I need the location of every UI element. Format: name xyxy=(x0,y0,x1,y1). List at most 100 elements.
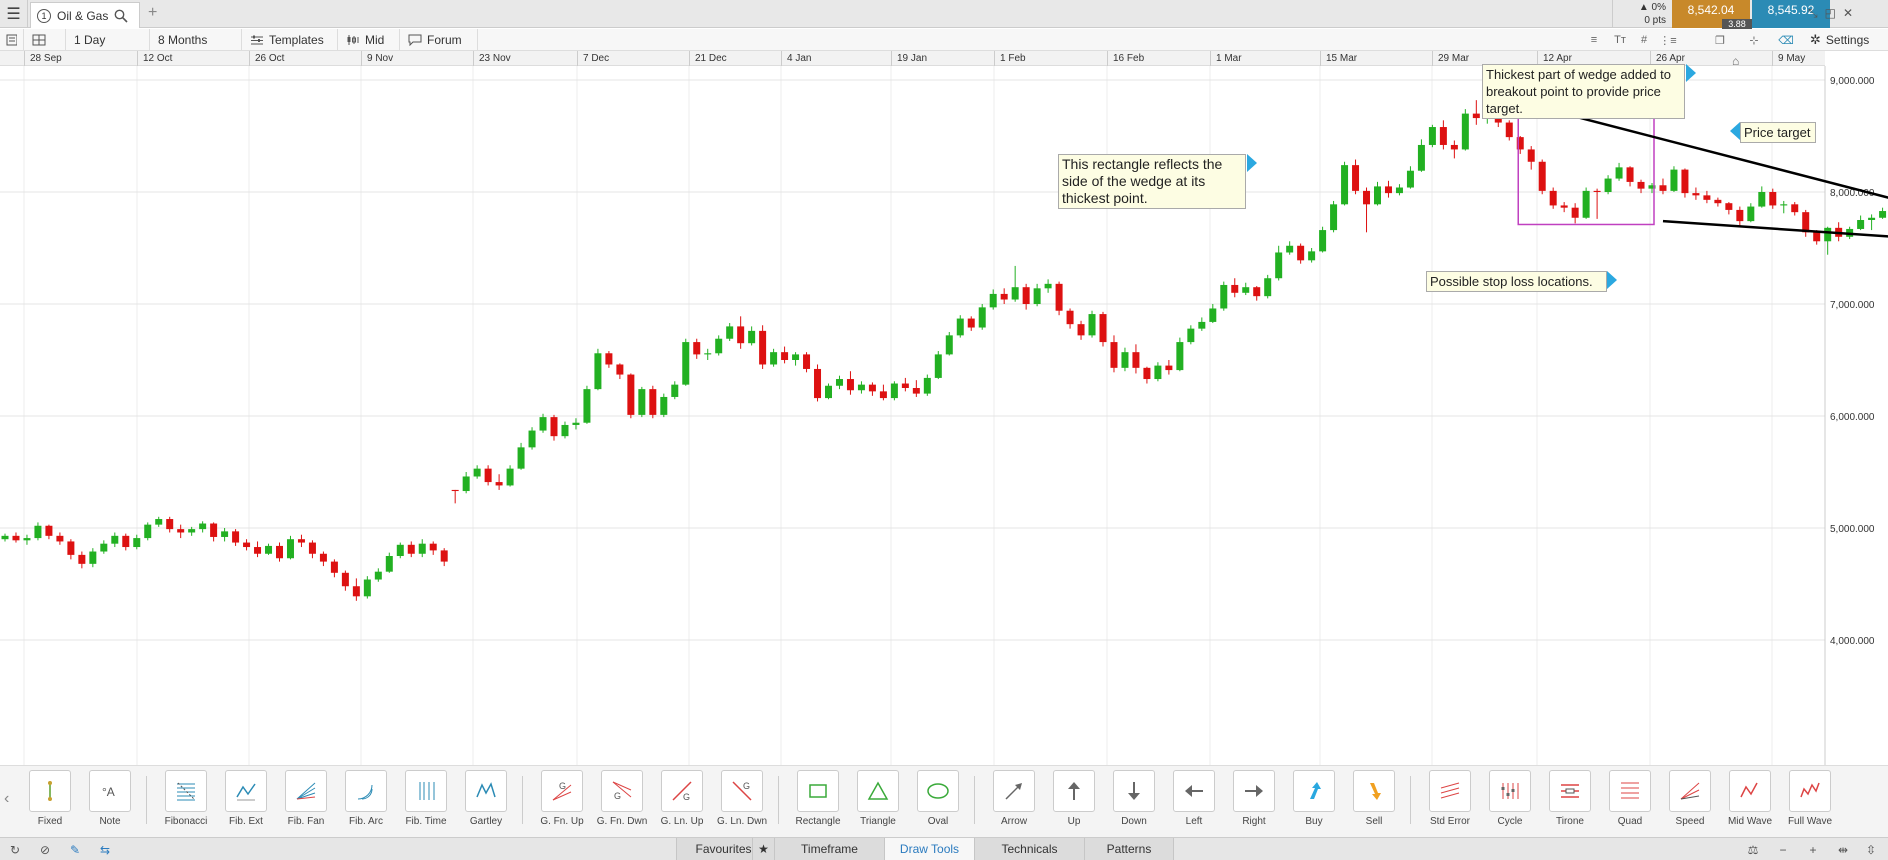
rectangle-note[interactable]: This rectangle reflects the side of the … xyxy=(1058,154,1246,209)
left-arrow-icon[interactable] xyxy=(1173,770,1215,812)
up-arrow-icon[interactable] xyxy=(1053,770,1095,812)
search-icon[interactable] xyxy=(114,9,128,23)
zoom-out-icon[interactable]: − xyxy=(1779,842,1787,857)
wedge-note[interactable]: Thickest part of wedge added to breakout… xyxy=(1482,64,1685,119)
fit-height-icon[interactable]: ⇳ xyxy=(1865,842,1877,857)
price-target-note[interactable]: Price target xyxy=(1740,122,1816,143)
tool-gartley[interactable]: Gartley xyxy=(458,770,514,827)
gann-fan-up-icon[interactable]: G xyxy=(541,770,583,812)
fibonacci-icon[interactable] xyxy=(165,770,207,812)
chart-svg[interactable]: 9,000.000 8,000.000 7,000.000 6,000.000 5,00… xyxy=(0,66,1888,765)
tirone-icon[interactable] xyxy=(1549,770,1591,812)
block-icon[interactable]: ⊘ xyxy=(39,842,51,857)
stop-loss-note[interactable]: Possible stop loss locations. xyxy=(1426,271,1607,292)
quad-icon[interactable] xyxy=(1609,770,1651,812)
hamburger-menu-icon[interactable]: ☰ xyxy=(0,0,28,28)
cycle-icon[interactable] xyxy=(1489,770,1531,812)
std-error-icon[interactable] xyxy=(1429,770,1471,812)
mid-wave-icon[interactable] xyxy=(1729,770,1771,812)
erase-icon[interactable]: ⌫ xyxy=(1778,34,1794,47)
restore-window-icon[interactable]: ⤡ xyxy=(1808,6,1818,20)
tool-cycle[interactable]: Cycle xyxy=(1482,770,1538,827)
tool-fib-time[interactable]: Fib. Time xyxy=(398,770,454,827)
tool-oval[interactable]: Oval xyxy=(910,770,966,827)
triangle-icon[interactable] xyxy=(857,770,899,812)
tool-left[interactable]: Left xyxy=(1166,770,1222,827)
note-icon[interactable]: °A xyxy=(89,770,131,812)
tab-oil-gas[interactable]: 1 Oil & Gas xyxy=(30,2,140,28)
gann-line-up-icon[interactable]: G xyxy=(661,770,703,812)
refresh-icon[interactable]: ↻ xyxy=(9,842,21,857)
arrow-icon[interactable] xyxy=(993,770,1035,812)
price-chart[interactable]: 9,000.000 8,000.000 7,000.000 6,000.000 5,00… xyxy=(0,54,1888,765)
chart-list-icon[interactable] xyxy=(0,29,24,51)
tab-draw-tools[interactable]: Draw Tools xyxy=(884,838,974,860)
fib-time-icon[interactable] xyxy=(405,770,447,812)
fib-ext-icon[interactable] xyxy=(225,770,267,812)
price-type-button[interactable]: Mid xyxy=(338,29,400,51)
buy-icon[interactable] xyxy=(1293,770,1335,812)
windows-icon[interactable]: ❐ xyxy=(1715,34,1725,47)
timeframe-selector[interactable]: 1 Day xyxy=(66,29,150,51)
tool-up[interactable]: Up xyxy=(1046,770,1102,827)
rectangle-icon[interactable] xyxy=(797,770,839,812)
gartley-icon[interactable] xyxy=(465,770,507,812)
tool-full-wave[interactable]: Full Wave xyxy=(1782,770,1838,827)
tool-g-fn-up[interactable]: G G. Fn. Up xyxy=(534,770,590,827)
speed-icon[interactable] xyxy=(1669,770,1711,812)
tool-quad[interactable]: Quad xyxy=(1602,770,1658,827)
forum-button[interactable]: Forum xyxy=(400,29,478,51)
tool-right[interactable]: Right xyxy=(1226,770,1282,827)
tool-fixed[interactable]: Fixed xyxy=(22,770,78,827)
tool-std-error[interactable]: Std Error xyxy=(1422,770,1478,827)
right-arrow-icon[interactable] xyxy=(1233,770,1275,812)
list-icon[interactable]: ≡ xyxy=(1590,34,1598,46)
sell-icon[interactable] xyxy=(1353,770,1395,812)
pencil-icon[interactable]: ✎ xyxy=(69,842,81,857)
tool-fib-fan[interactable]: Fib. Fan xyxy=(278,770,334,827)
tool-g-ln-up[interactable]: G G. Ln. Up xyxy=(654,770,710,827)
fixed-line-icon[interactable] xyxy=(29,770,71,812)
oval-icon[interactable] xyxy=(917,770,959,812)
settings-button[interactable]: ✲ Settings xyxy=(1810,29,1869,51)
tool-g-ln-dwn[interactable]: G G. Ln. Dwn xyxy=(714,770,770,827)
tool-fib-ext[interactable]: Fib. Ext xyxy=(218,770,274,827)
range-selector[interactable]: 8 Months xyxy=(150,29,242,51)
popout-window-icon[interactable]: ◰ xyxy=(1824,6,1836,20)
zoom-in-icon[interactable]: + xyxy=(1809,842,1817,857)
tool-down[interactable]: Down xyxy=(1106,770,1162,827)
tab-technicals[interactable]: Technicals xyxy=(974,838,1084,860)
tab-patterns[interactable]: Patterns xyxy=(1084,838,1174,860)
scale-icon[interactable]: ⚖ xyxy=(1747,842,1759,857)
tool-rectangle[interactable]: Rectangle xyxy=(790,770,846,827)
full-wave-icon[interactable] xyxy=(1789,770,1831,812)
font-size-icon[interactable]: Tт xyxy=(1614,34,1626,46)
home-icon[interactable]: ⌂ xyxy=(1732,54,1740,68)
tool-tirone[interactable]: Tirone xyxy=(1542,770,1598,827)
tool-triangle[interactable]: Triangle xyxy=(850,770,906,827)
tool-speed[interactable]: Speed xyxy=(1662,770,1718,827)
gann-line-down-icon[interactable]: G xyxy=(721,770,763,812)
close-icon[interactable]: ✕ xyxy=(1842,6,1854,20)
tool-fibonacci[interactable]: Fibonacci xyxy=(158,770,214,827)
tool-g-fn-dwn[interactable]: G G. Fn. Dwn xyxy=(594,770,650,827)
scroll-left-icon[interactable]: ‹ xyxy=(4,790,10,807)
layout-icon[interactable] xyxy=(24,29,66,51)
add-tab-plus-icon[interactable]: + xyxy=(148,4,158,21)
tab-timeframe[interactable]: Timeframe xyxy=(774,838,884,860)
templates-button[interactable]: Templates xyxy=(242,29,338,51)
gann-fan-down-icon[interactable]: G xyxy=(601,770,643,812)
fib-arc-icon[interactable] xyxy=(345,770,387,812)
tool-mid-wave[interactable]: Mid Wave xyxy=(1722,770,1778,827)
buy-price-button[interactable]: 8,545.92 xyxy=(1752,0,1830,28)
tool-fib-arc[interactable]: Fib. Arc xyxy=(338,770,394,827)
tool-sell[interactable]: Sell xyxy=(1346,770,1402,827)
tool-note[interactable]: °A Note xyxy=(82,770,138,827)
fib-fan-icon[interactable] xyxy=(285,770,327,812)
star-icon[interactable]: ★ xyxy=(752,838,774,860)
grid-icon[interactable]: # xyxy=(1640,34,1648,46)
tool-arrow[interactable]: Arrow xyxy=(986,770,1042,827)
tab-favourites[interactable]: Favourites xyxy=(676,838,770,860)
tool-buy[interactable]: Buy xyxy=(1286,770,1342,827)
sell-price-button[interactable]: 8,542.04 xyxy=(1672,0,1750,28)
